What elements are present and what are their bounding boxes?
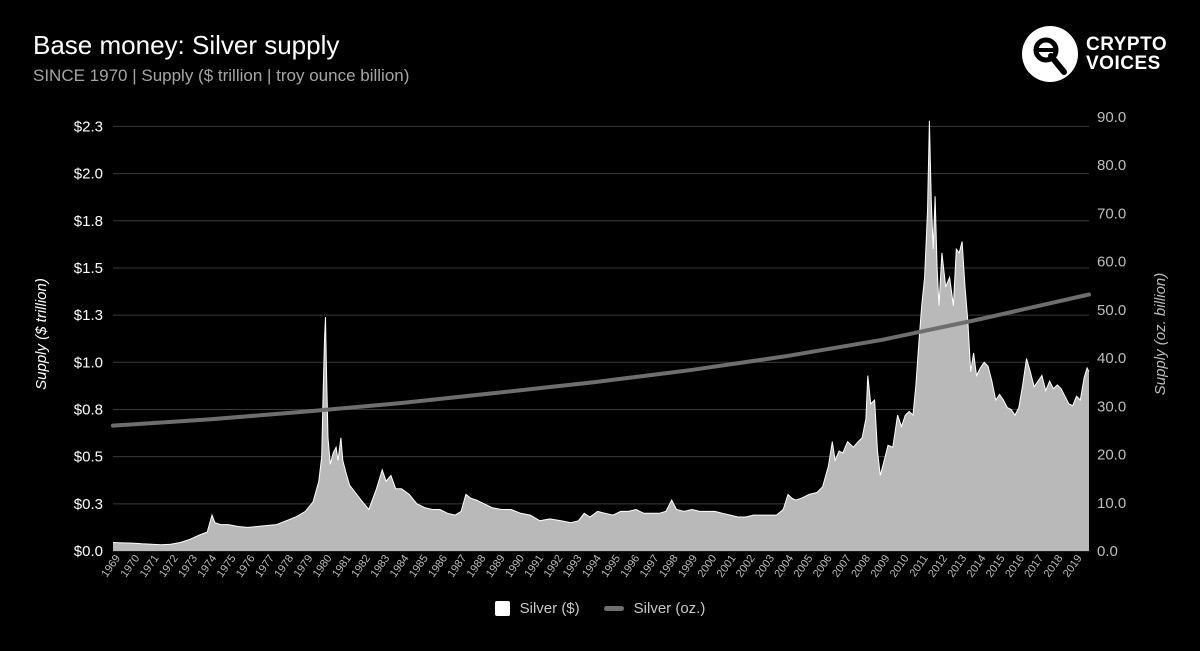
y-left-tick-label: $1.5 [74, 260, 103, 277]
x-tick-label: 1985 [407, 553, 431, 580]
y-right-tick-label: 0.0 [1097, 543, 1118, 560]
legend-label: Silver ($) [519, 600, 580, 617]
y-right-tick-label: 90.0 [1097, 109, 1126, 126]
x-tick-label: 2004 [772, 553, 796, 580]
series-line-silver-oz [111, 292, 1091, 428]
x-tick-label: 2009 [869, 553, 893, 580]
y-left-tick-label: $1.0 [74, 354, 103, 371]
legend-label: Silver (oz.) [633, 600, 706, 617]
legend-swatch-line [603, 606, 624, 611]
y-right-tick-label: 80.0 [1097, 157, 1126, 174]
x-tick-label: 1976 [234, 553, 258, 580]
y-left-tick-label: $0.0 [74, 543, 103, 560]
x-tick-label: 2016 [1003, 553, 1027, 580]
x-tick-label: 2000 [695, 553, 719, 580]
legend-item-silver-oz: Silver (oz.) [603, 600, 706, 617]
x-tick-label: 1990 [503, 553, 527, 580]
x-tick-label: 2013 [945, 553, 969, 580]
x-tick-label: 1984 [388, 553, 412, 580]
x-tick-label: 2014 [965, 553, 989, 580]
chart-subtitle: SINCE 1970 | Supply ($ trillion | troy o… [33, 66, 410, 85]
x-tick-label: 1983 [368, 553, 392, 580]
y-left-tick-label: $0.3 [74, 496, 103, 513]
legend-swatch-area [494, 601, 510, 616]
x-tick-label: 2002 [734, 553, 758, 580]
x-tick-label: 2006 [811, 553, 835, 580]
x-tick-label: 1974 [195, 553, 219, 580]
x-tick-label: 1991 [522, 553, 546, 580]
y-right-tick-label: 60.0 [1097, 254, 1126, 271]
x-tick-label: 2011 [907, 553, 930, 579]
x-tick-label: 2005 [792, 553, 816, 580]
y-right-tick-label: 50.0 [1097, 302, 1126, 319]
x-tick-label: 2010 [888, 553, 912, 580]
x-tick-label: 1989 [484, 553, 508, 580]
x-tick-label: 1998 [657, 553, 681, 580]
x-tick-label: 2001 [715, 553, 739, 580]
x-tick-label: 1997 [638, 553, 662, 580]
y-axis-label-right: Supply (oz. billion) [1152, 273, 1169, 396]
logo-text-line2: VOICES [1086, 53, 1161, 74]
chart-title: Base money: Silver supply [33, 30, 340, 60]
x-tick-label: 2007 [830, 553, 854, 580]
y-left-tick-label: $1.8 [74, 213, 103, 230]
x-tick-label: 1993 [561, 553, 585, 580]
x-tick-label: 2018 [1042, 553, 1066, 580]
x-tick-label: 2008 [849, 553, 873, 580]
x-tick-label: 2003 [753, 553, 777, 580]
x-tick-label: 2012 [926, 553, 950, 580]
x-tick-label: 1986 [426, 553, 450, 580]
x-tick-label: 1994 [580, 553, 604, 580]
y-left-tick-label: $2.3 [74, 118, 103, 135]
x-tick-label: 1996 [618, 553, 642, 580]
x-tick-label: 1973 [176, 553, 200, 580]
x-tick-label: 2015 [984, 553, 1008, 580]
x-tick-label: 1982 [349, 553, 373, 580]
y-right-tick-label: 10.0 [1097, 495, 1126, 512]
series-area-outline [112, 120, 1090, 546]
y-right-tick-label: 70.0 [1097, 205, 1126, 222]
x-tick-label: 1978 [272, 553, 296, 580]
legend: Silver ($) Silver (oz.) [0, 600, 1200, 617]
chart-area: $0.0 $0.3 $0.5 $0.8 $1.0 $1.3 $1.5 $1.8 $2.0 $2.3… [33, 109, 1169, 580]
x-tick-label: 1999 [676, 553, 700, 580]
y-right-tick-label: 30.0 [1097, 398, 1126, 415]
x-tick-label: 1971 [138, 553, 162, 580]
x-tick-label: 1970 [118, 553, 142, 580]
x-tick-label: 2019 [1061, 553, 1085, 580]
x-tick-label: 1975 [215, 553, 239, 580]
y-axis-label-left: Supply ($ trillion) [33, 278, 50, 390]
legend-item-silver-dollar: Silver ($) [494, 600, 580, 617]
x-tick-label: 1977 [253, 553, 277, 580]
y-left-tick-label: $1.3 [74, 307, 103, 324]
y-right-tick-label: 20.0 [1097, 447, 1126, 464]
x-tick-label: 1980 [311, 553, 335, 580]
brand-logo: CRYPTO VOICES [1022, 26, 1167, 82]
x-tick-label: 1992 [542, 553, 566, 580]
logo-text-line1: CRYPTO [1086, 34, 1168, 55]
x-tick-label: 1979 [292, 553, 316, 580]
x-tick-label: 1995 [599, 553, 623, 580]
y-left-tick-label: $0.5 [74, 449, 103, 466]
y-left-tick-label: $0.8 [74, 401, 103, 418]
y-left-tick-label: $2.0 [74, 166, 103, 183]
x-tick-label: 2017 [1022, 553, 1046, 580]
x-tick-label: 1987 [445, 553, 469, 580]
x-tick-label: 1981 [330, 553, 354, 580]
x-tick-label: 1988 [465, 553, 489, 580]
series-area-silver-dollar [113, 120, 1089, 552]
crypto-voices-logo-icon [1022, 26, 1078, 82]
x-tick-label: 1972 [157, 553, 181, 580]
y-right-tick-label: 40.0 [1097, 350, 1126, 367]
